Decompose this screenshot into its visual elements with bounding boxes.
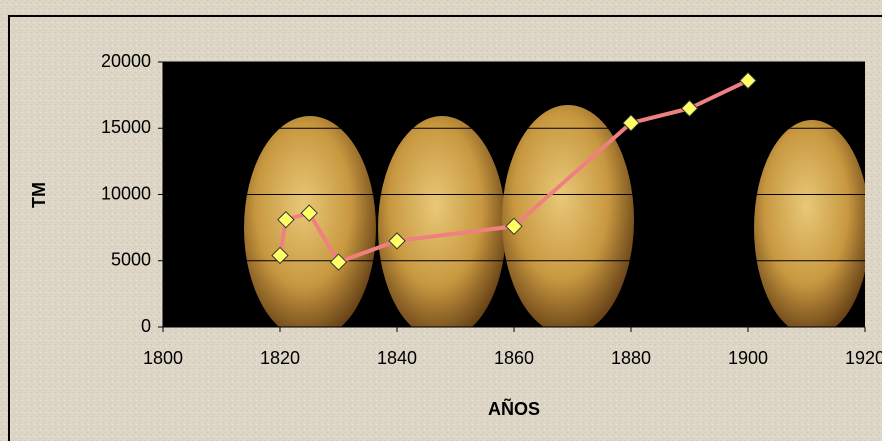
y-axis-title: TM bbox=[29, 182, 49, 208]
x-tick-label: 1820 bbox=[260, 348, 300, 368]
x-tick-label: 1840 bbox=[377, 348, 417, 368]
x-tick-label: 1900 bbox=[728, 348, 768, 368]
chart: TM AÑOS 0 5000 10000 15000 20000 1800 1820 1840… bbox=[0, 0, 882, 441]
y-tick-label: 10000 bbox=[101, 183, 151, 203]
x-tick-label: 1920 bbox=[845, 348, 882, 368]
page: TM AÑOS 0 5000 10000 15000 20000 1800 1820 1840… bbox=[0, 0, 882, 446]
plot-image bbox=[163, 62, 870, 340]
y-tick-label: 20000 bbox=[101, 51, 151, 71]
y-tick-label: 0 bbox=[141, 316, 151, 336]
x-tick-label: 1880 bbox=[611, 348, 651, 368]
y-tick-label: 15000 bbox=[101, 117, 151, 137]
y-tick-label: 5000 bbox=[111, 250, 151, 270]
x-tick-label: 1860 bbox=[494, 348, 534, 368]
x-tick-label: 1800 bbox=[143, 348, 183, 368]
x-axis-title: AÑOS bbox=[488, 398, 540, 419]
